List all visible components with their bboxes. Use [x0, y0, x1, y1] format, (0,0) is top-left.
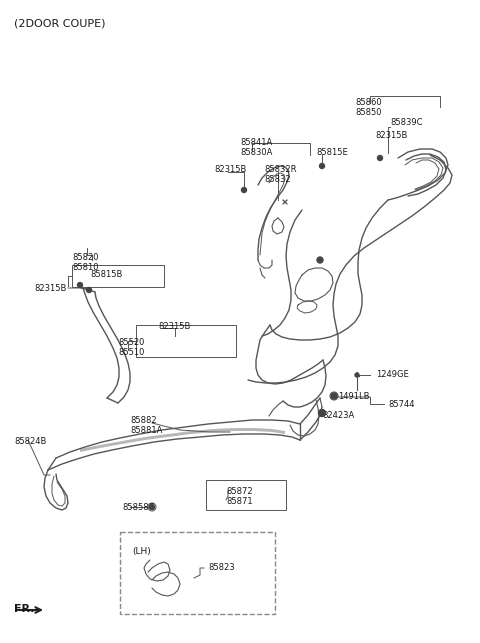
Text: 85820
85810: 85820 85810 [72, 253, 98, 272]
Polygon shape [213, 428, 235, 432]
Circle shape [331, 393, 337, 399]
Text: 82315B: 82315B [375, 131, 408, 140]
Circle shape [355, 373, 359, 377]
Polygon shape [122, 437, 145, 444]
Circle shape [377, 156, 383, 161]
Polygon shape [145, 434, 168, 440]
Text: 85815B: 85815B [90, 270, 122, 279]
Polygon shape [100, 441, 122, 448]
Polygon shape [235, 428, 255, 431]
Text: 82315B: 82315B [34, 284, 66, 293]
Text: 85841A
85830A: 85841A 85830A [240, 138, 272, 157]
Text: 85824B: 85824B [14, 437, 47, 446]
Polygon shape [272, 429, 285, 434]
Circle shape [241, 188, 247, 192]
Text: 85815E: 85815E [316, 148, 348, 157]
Text: 85872
85871: 85872 85871 [226, 487, 252, 506]
Text: 85520
85510: 85520 85510 [118, 338, 144, 357]
Text: 85823: 85823 [208, 563, 235, 572]
Text: 82315B: 82315B [158, 322, 191, 331]
Text: (2DOOR COUPE): (2DOOR COUPE) [14, 18, 106, 28]
Circle shape [317, 257, 323, 263]
Bar [136, 325, 236, 357]
Text: 1249GE: 1249GE [376, 370, 409, 379]
Text: 82423A: 82423A [322, 411, 354, 420]
Bar [72, 265, 164, 287]
Circle shape [319, 410, 325, 417]
Polygon shape [191, 429, 213, 434]
Circle shape [149, 505, 155, 509]
Circle shape [86, 287, 92, 293]
Circle shape [320, 163, 324, 168]
Circle shape [77, 282, 83, 287]
Text: 85858C: 85858C [122, 503, 155, 512]
Polygon shape [168, 431, 191, 437]
Text: 85744: 85744 [388, 400, 415, 409]
Text: 85832R
85832: 85832R 85832 [264, 165, 297, 184]
Text: (LH): (LH) [132, 547, 151, 556]
Text: FR.: FR. [14, 604, 35, 614]
Text: 1491LB: 1491LB [338, 392, 370, 401]
Polygon shape [255, 428, 272, 432]
Text: 85860
85850: 85860 85850 [355, 98, 382, 117]
Text: 85882
85881A: 85882 85881A [130, 416, 162, 435]
Text: 82315B: 82315B [214, 165, 246, 174]
Text: 85839C: 85839C [390, 118, 422, 127]
Bar [206, 480, 286, 510]
Polygon shape [80, 445, 100, 452]
